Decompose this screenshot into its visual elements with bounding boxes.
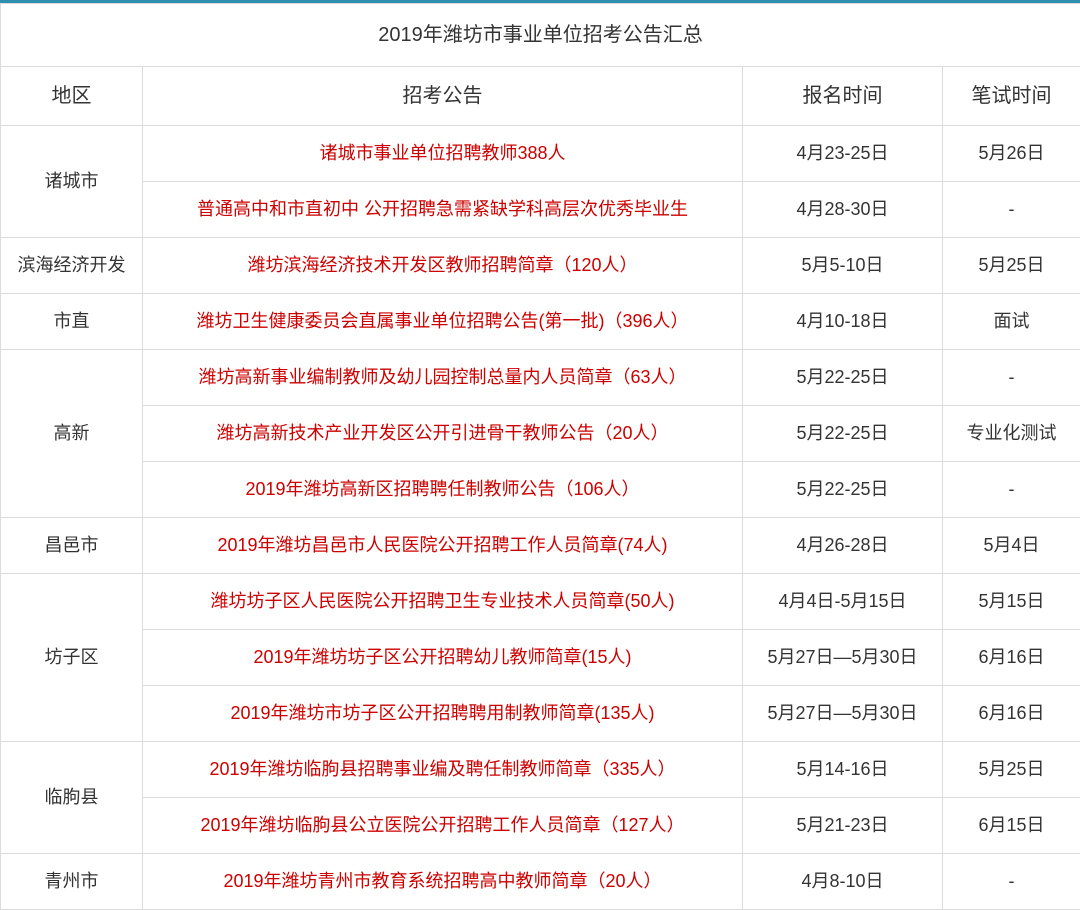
- signup-cell: 4月26-28日: [743, 518, 943, 574]
- exam-cell: 5月25日: [943, 238, 1080, 294]
- table-row: 高新潍坊高新事业编制教师及幼儿园控制总量内人员简章（63人）5月22-25日-: [1, 350, 1080, 406]
- notice-cell: 2019年潍坊市坊子区公开招聘聘用制教师简章(135人): [143, 686, 743, 742]
- signup-cell: 5月27日—5月30日: [743, 686, 943, 742]
- exam-cell: 面试: [943, 294, 1080, 350]
- table-row: 滨海经济开发 潍坊滨海经济技术开发区教师招聘简章（120人） 5月5-10日5月25…: [1, 238, 1080, 294]
- area-cell: 临朐县: [1, 742, 143, 854]
- signup-cell: 4月28-30日: [743, 182, 943, 238]
- table-row: 2019年潍坊市坊子区公开招聘聘用制教师简章(135人) 5月27日—5月30日6…: [1, 686, 1080, 742]
- notice-link[interactable]: 2019年潍坊坊子区公开招聘幼儿教师简章(15人): [253, 647, 631, 667]
- notice-cell: 2019年潍坊临朐县公立医院公开招聘工作人员简章（127人）: [143, 798, 743, 854]
- signup-cell: 5月22-25日: [743, 350, 943, 406]
- table-title: 2019年潍坊市事业单位招考公告汇总: [1, 4, 1080, 67]
- notice-cell: 2019年潍坊昌邑市人民医院公开招聘工作人员简章(74人): [143, 518, 743, 574]
- signup-cell: 5月21-23日: [743, 798, 943, 854]
- col-header-exam: 笔试时间: [943, 67, 1080, 126]
- area-cell: 诸城市: [1, 126, 143, 238]
- signup-cell: 5月22-25日: [743, 406, 943, 462]
- area-cell: 昌邑市: [1, 518, 143, 574]
- exam-cell: 5月15日: [943, 574, 1080, 630]
- notice-link[interactable]: 潍坊高新事业编制教师及幼儿园控制总量内人员简章（63人）: [198, 367, 686, 387]
- notice-cell: 普通高中和市直初中 公开招聘急需紧缺学科高层次优秀毕业生: [143, 182, 743, 238]
- exam-cell: 5月26日: [943, 126, 1080, 182]
- notice-link[interactable]: 潍坊高新技术产业开发区公开引进骨干教师公告（20人）: [216, 423, 668, 443]
- exam-cell: -: [943, 182, 1080, 238]
- table-row: 潍坊高新技术产业开发区公开引进骨干教师公告（20人） 5月22-25日专业化测试: [1, 406, 1080, 462]
- exam-cell: 5月25日: [943, 742, 1080, 798]
- col-header-signup: 报名时间: [743, 67, 943, 126]
- table-row: 诸城市诸城市事业单位招聘教师388人4月23-25日5月26日: [1, 126, 1080, 182]
- col-header-notice: 招考公告: [143, 67, 743, 126]
- notice-link[interactable]: 普通高中和市直初中 公开招聘急需紧缺学科高层次优秀毕业生: [197, 199, 688, 219]
- exam-cell: 6月16日: [943, 686, 1080, 742]
- exam-cell: -: [943, 854, 1080, 910]
- area-cell: 坊子区: [1, 574, 143, 742]
- notice-cell: 潍坊高新事业编制教师及幼儿园控制总量内人员简章（63人）: [143, 350, 743, 406]
- table-row: 昌邑市 2019年潍坊昌邑市人民医院公开招聘工作人员简章(74人) 4月26-28日…: [1, 518, 1080, 574]
- notice-link[interactable]: 2019年潍坊青州市教育系统招聘高中教师简章（20人）: [223, 871, 661, 891]
- table-row: 市直 潍坊卫生健康委员会直属事业单位招聘公告(第一批)（396人） 4月10-18日…: [1, 294, 1080, 350]
- exam-cell: 6月15日: [943, 798, 1080, 854]
- notice-cell: 2019年潍坊高新区招聘聘任制教师公告（106人）: [143, 462, 743, 518]
- notice-cell: 潍坊坊子区人民医院公开招聘卫生专业技术人员简章(50人): [143, 574, 743, 630]
- signup-cell: 4月8-10日: [743, 854, 943, 910]
- signup-cell: 5月14-16日: [743, 742, 943, 798]
- notice-cell: 潍坊滨海经济技术开发区教师招聘简章（120人）: [143, 238, 743, 294]
- col-header-area: 地区: [1, 67, 143, 126]
- notice-link[interactable]: 2019年潍坊临朐县招聘事业编及聘任制教师简章（335人）: [209, 759, 675, 779]
- table-row: 普通高中和市直初中 公开招聘急需紧缺学科高层次优秀毕业生 4月28-30日-: [1, 182, 1080, 238]
- notice-link[interactable]: 2019年潍坊临朐县公立医院公开招聘工作人员简章（127人）: [200, 815, 684, 835]
- table-container: 2019年潍坊市事业单位招考公告汇总地区招考公告报名时间笔试时间诸城市 诸城市事业…: [0, 0, 1080, 910]
- notice-cell: 2019年潍坊坊子区公开招聘幼儿教师简章(15人): [143, 630, 743, 686]
- signup-cell: 5月22-25日: [743, 462, 943, 518]
- table-row: 坊子区潍坊坊子区人民医院公开招聘卫生专业技术人员简章(50人)4月4日-5月15…: [1, 574, 1080, 630]
- exam-cell: -: [943, 462, 1080, 518]
- exam-cell: 专业化测试: [943, 406, 1080, 462]
- notice-link[interactable]: 潍坊滨海经济技术开发区教师招聘简章（120人）: [247, 255, 637, 275]
- table-row: 2019年潍坊临朐县公立医院公开招聘工作人员简章（127人） 5月21-23日6月…: [1, 798, 1080, 854]
- notice-link[interactable]: 诸城市事业单位招聘教师388人: [319, 143, 565, 163]
- table-row: 临朐县2019年潍坊临朐县招聘事业编及聘任制教师简章（335人）5月14-16日…: [1, 742, 1080, 798]
- notice-link[interactable]: 潍坊坊子区人民医院公开招聘卫生专业技术人员简章(50人): [210, 591, 674, 611]
- exam-cell: -: [943, 350, 1080, 406]
- notice-link[interactable]: 2019年潍坊昌邑市人民医院公开招聘工作人员简章(74人): [217, 535, 667, 555]
- signup-cell: 5月5-10日: [743, 238, 943, 294]
- recruitment-table: 2019年潍坊市事业单位招考公告汇总地区招考公告报名时间笔试时间诸城市 诸城市事业…: [0, 3, 1080, 910]
- notice-cell: 潍坊卫生健康委员会直属事业单位招聘公告(第一批)（396人）: [143, 294, 743, 350]
- area-cell: 高新: [1, 350, 143, 518]
- notice-link[interactable]: 2019年潍坊高新区招聘聘任制教师公告（106人）: [245, 479, 639, 499]
- notice-link[interactable]: 潍坊卫生健康委员会直属事业单位招聘公告(第一批)（396人）: [196, 311, 688, 331]
- notice-cell: 诸城市事业单位招聘教师388人: [143, 126, 743, 182]
- area-cell: 青州市: [1, 854, 143, 910]
- notice-cell: 2019年潍坊青州市教育系统招聘高中教师简章（20人）: [143, 854, 743, 910]
- table-row: 2019年潍坊坊子区公开招聘幼儿教师简章(15人) 5月27日—5月30日6月16…: [1, 630, 1080, 686]
- notice-link[interactable]: 2019年潍坊市坊子区公开招聘聘用制教师简章(135人): [230, 703, 654, 723]
- signup-cell: 4月4日-5月15日: [743, 574, 943, 630]
- signup-cell: 4月10-18日: [743, 294, 943, 350]
- area-cell: 滨海经济开发: [1, 238, 143, 294]
- signup-cell: 4月23-25日: [743, 126, 943, 182]
- area-cell: 市直: [1, 294, 143, 350]
- table-row: 青州市 2019年潍坊青州市教育系统招聘高中教师简章（20人） 4月8-10日-: [1, 854, 1080, 910]
- exam-cell: 5月4日: [943, 518, 1080, 574]
- signup-cell: 5月27日—5月30日: [743, 630, 943, 686]
- notice-cell: 2019年潍坊临朐县招聘事业编及聘任制教师简章（335人）: [143, 742, 743, 798]
- exam-cell: 6月16日: [943, 630, 1080, 686]
- table-row: 2019年潍坊高新区招聘聘任制教师公告（106人） 5月22-25日-: [1, 462, 1080, 518]
- notice-cell: 潍坊高新技术产业开发区公开引进骨干教师公告（20人）: [143, 406, 743, 462]
